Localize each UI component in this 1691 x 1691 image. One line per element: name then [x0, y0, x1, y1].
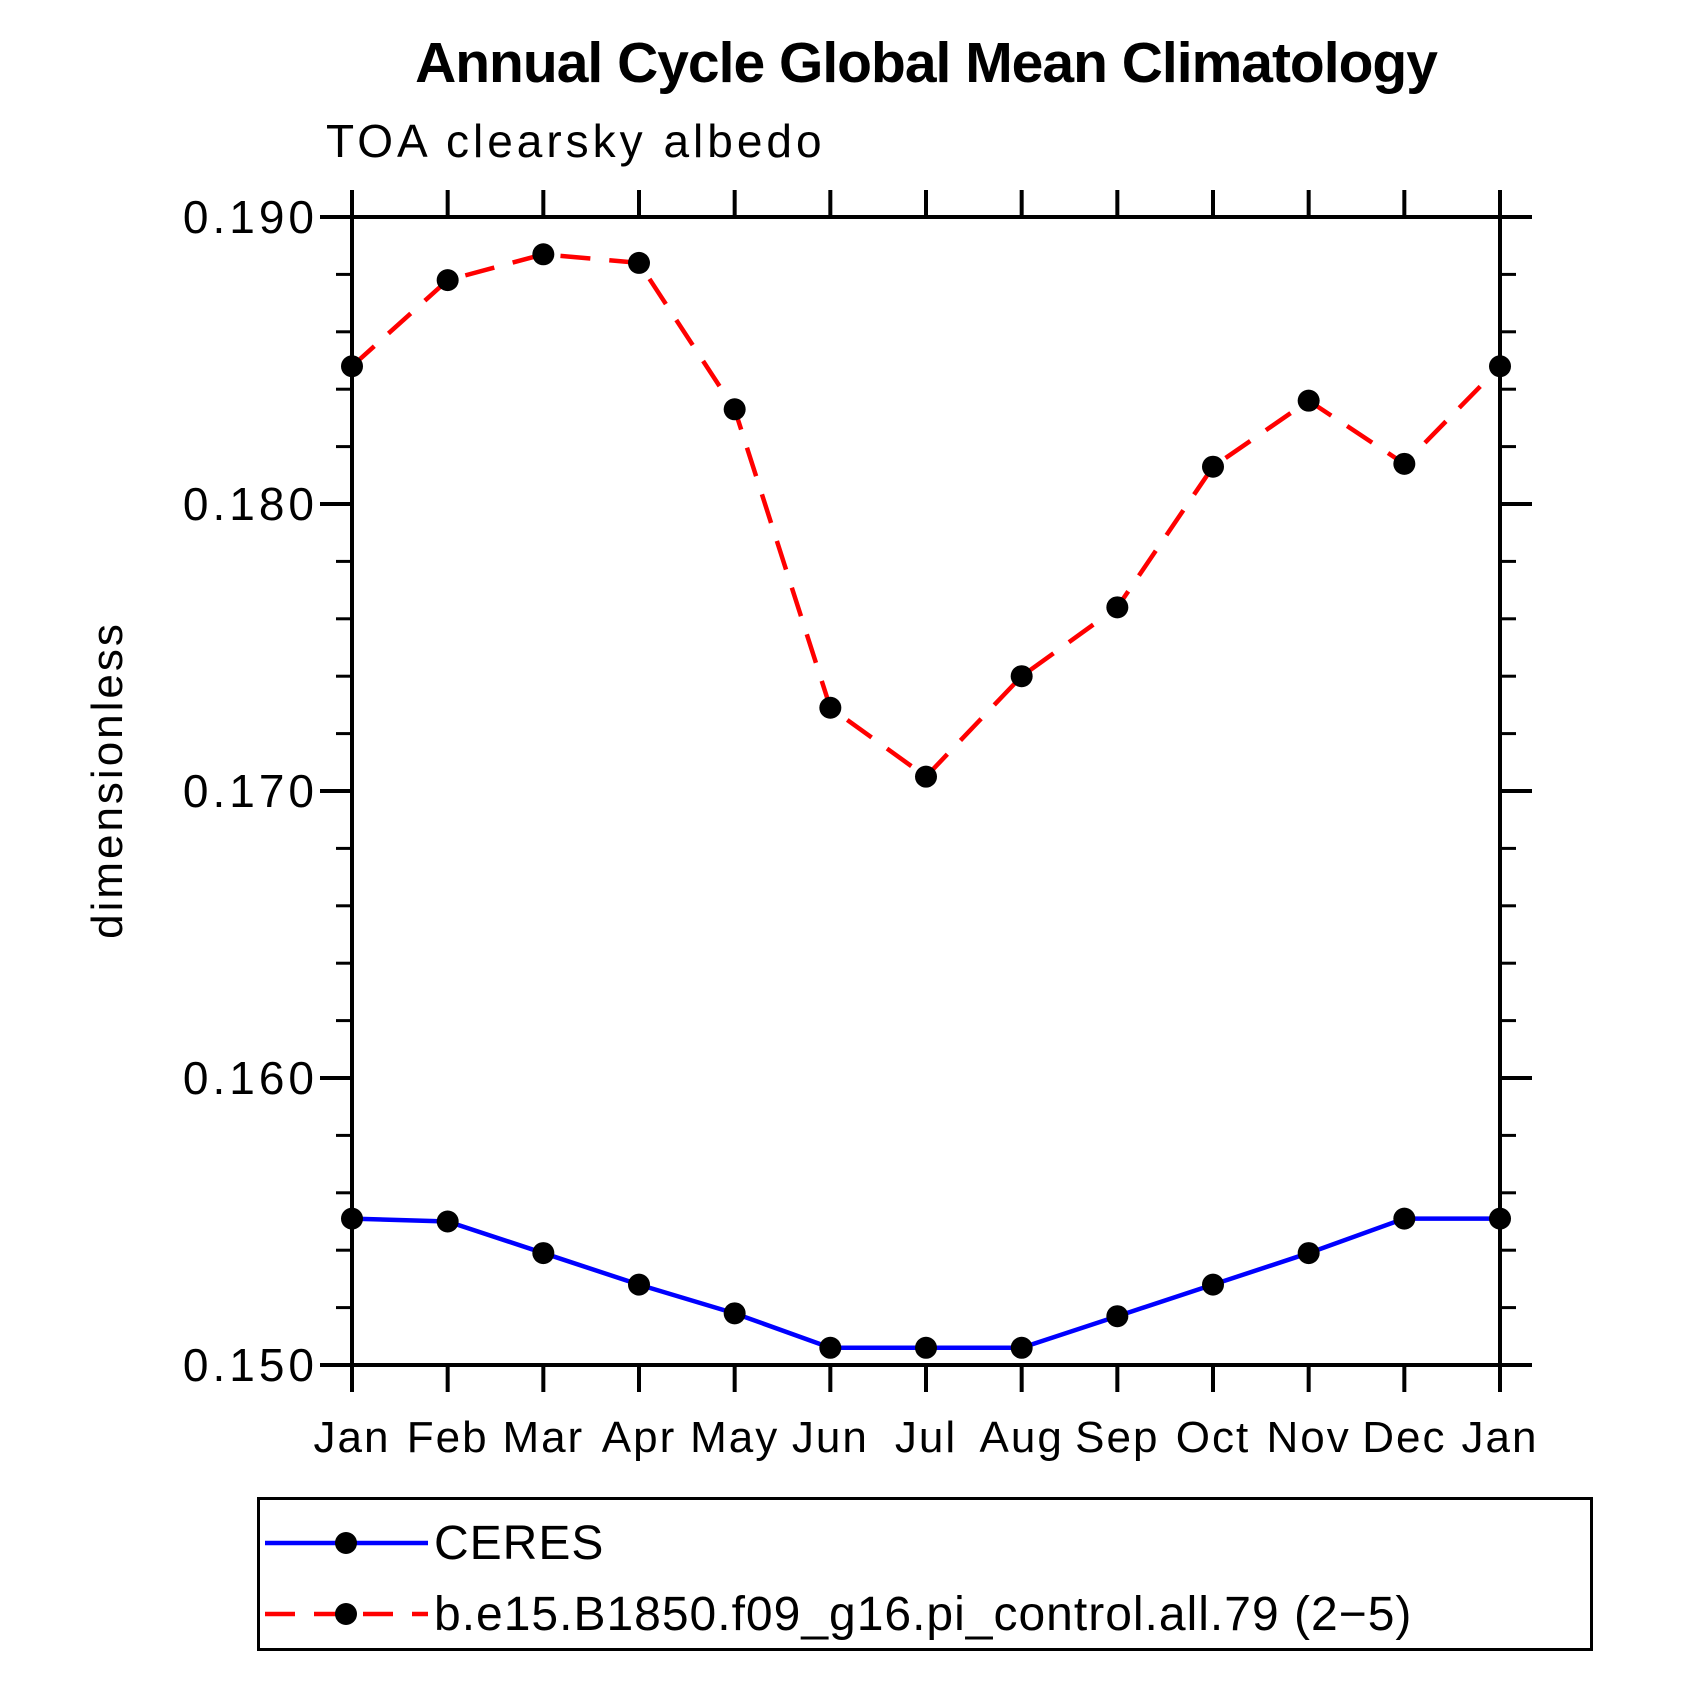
series-1-marker: [1202, 455, 1224, 478]
x-tick-label: Mar: [502, 1413, 584, 1462]
x-tick-label: Oct: [1176, 1413, 1250, 1462]
legend-entry-model: b.e15.B1850.f09_g16.pi_control.all.79 (2…: [264, 1588, 1412, 1641]
series-1-marker: [1106, 596, 1129, 619]
series-0-marker: [1010, 1336, 1033, 1359]
chart-title: Annual Cycle Global Mean Climatology: [415, 31, 1438, 95]
x-tick-label: Nov: [1267, 1413, 1351, 1462]
x-tick-label: Sep: [1075, 1413, 1159, 1462]
x-tick-label: Jun: [792, 1413, 869, 1462]
y-tick-label: 0.160: [183, 1052, 318, 1104]
series-1-marker: [915, 765, 937, 788]
x-tick-label: Aug: [980, 1413, 1064, 1462]
legend-box: CERES b.e15.B1850.f09_g16.pi_control.all…: [257, 1497, 1593, 1651]
series-1-marker: [436, 269, 459, 292]
legend-label-model: b.e15.B1850.f09_g16.pi_control.all.79 (2…: [434, 1587, 1413, 1641]
x-tick-label: Jan: [314, 1413, 391, 1462]
series-1-marker: [723, 398, 746, 421]
legend-entry-ceres: CERES: [264, 1517, 604, 1570]
x-tick-label: Feb: [407, 1413, 489, 1462]
x-tick-label: May: [690, 1413, 779, 1462]
y-tick-label: 0.150: [183, 1339, 318, 1391]
model-line-sample: [265, 1603, 428, 1625]
series-0-marker: [628, 1273, 650, 1296]
series-0-marker: [1489, 1207, 1511, 1230]
chart-subtitle: TOA clearsky albedo: [326, 115, 826, 167]
series-0-marker: [915, 1336, 937, 1359]
ceres-line-sample: [265, 1532, 428, 1554]
x-tick-label: Jul: [895, 1413, 957, 1462]
series-1-marker: [532, 243, 555, 266]
series-0-marker: [819, 1336, 842, 1359]
series-1-marker: [1297, 389, 1320, 412]
model-sample-marker: [335, 1603, 357, 1625]
series-1-line: [350, 252, 1502, 780]
series-0-marker: [723, 1302, 746, 1325]
series-1-marker: [1393, 452, 1416, 475]
series-0-marker: [1202, 1273, 1224, 1296]
series-0-marker: [341, 1207, 363, 1230]
series-0-marker: [1297, 1242, 1320, 1265]
x-tick-label: Dec: [1362, 1413, 1446, 1462]
series-0-marker: [532, 1242, 555, 1265]
series-0-marker: [1393, 1207, 1416, 1230]
y-tick-label: 0.170: [183, 765, 318, 817]
ceres-sample-marker: [335, 1532, 357, 1554]
series-1-marker: [1489, 355, 1511, 378]
series-0-marker: [1106, 1305, 1129, 1328]
plot-frame: [350, 215, 1502, 1367]
x-tick-label: Jan: [1462, 1413, 1539, 1462]
y-tick-label: 0.180: [183, 478, 318, 530]
series-1-marker: [819, 696, 842, 719]
legend-label-ceres: CERES: [434, 1516, 605, 1570]
series-1-marker: [1010, 665, 1033, 688]
y-tick-label: 0.190: [183, 191, 318, 243]
series-1-marker: [628, 251, 650, 274]
series-0-line: [351, 1216, 1500, 1351]
series-0-marker: [436, 1210, 459, 1233]
series-1-marker: [341, 355, 363, 378]
x-tick-label: Apr: [602, 1413, 676, 1462]
